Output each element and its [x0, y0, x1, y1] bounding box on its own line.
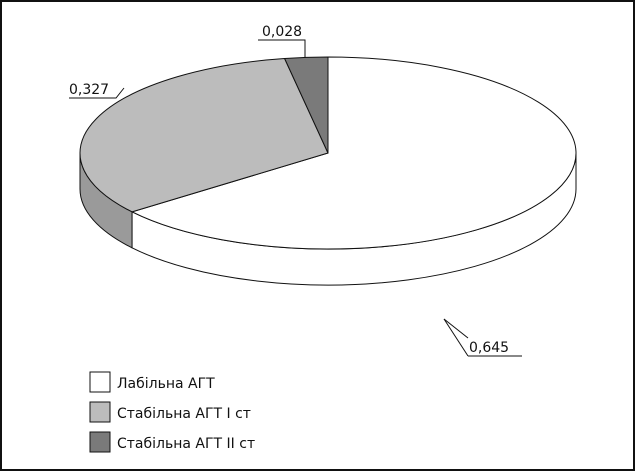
leader-line-labile-link [443, 318, 469, 357]
data-label-labile: 0,645 [469, 340, 509, 356]
data-label-stable-2: 0,028 [262, 24, 302, 40]
pie-slice-stable-2 [283, 56, 329, 154]
pie-slice-stable-1 [79, 57, 329, 213]
legend: Лабільна АГТ Стабільна АГТ І ст Стабільн… [89, 371, 255, 453]
leader-line-stable-2 [258, 39, 306, 58]
leader-line-stable-1 [69, 87, 125, 99]
legend-label-stable-1: Стабільна АГТ І ст [117, 406, 251, 422]
legend-label-labile: Лабільна АГТ [117, 376, 215, 392]
pie-leaders [69, 39, 522, 357]
leader-line-labile [443, 318, 469, 339]
legend-swatch-stable-2 [89, 431, 111, 453]
legend-label-stable-2: Стабільна АГТ ІІ ст [117, 436, 255, 452]
data-label-stable-1: 0,327 [69, 82, 109, 98]
legend-swatch-labile [89, 371, 111, 393]
legend-swatch-stable-1 [89, 401, 111, 423]
pie-top [79, 56, 577, 250]
pie-slice-labile [130, 56, 577, 250]
